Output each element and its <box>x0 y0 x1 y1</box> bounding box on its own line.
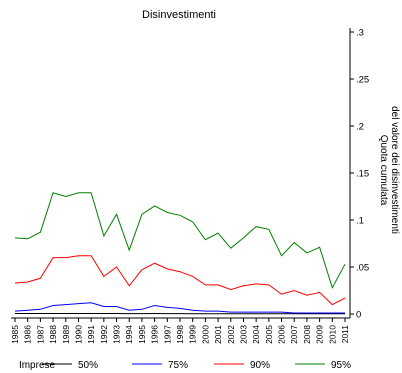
x-tick-label: 2005 <box>264 325 274 344</box>
x-tick-label: 1988 <box>48 325 58 344</box>
x-tick-label: 2001 <box>213 325 223 344</box>
x-tick-label: 2011 <box>340 325 350 344</box>
y-axis-label-line-2: del valore dei disinvestimenti <box>389 106 400 234</box>
x-tick-label: 2006 <box>277 325 287 344</box>
x-axis: 1985 1986 1987 1988 1989 1990 1991 1992 1993 1994… <box>10 317 350 344</box>
x-tick-label: 1991 <box>86 325 96 344</box>
y-tick-label: .1 <box>356 216 364 227</box>
x-tick-label: 2007 <box>289 325 299 344</box>
x-tick-label: 1994 <box>124 325 134 344</box>
x-tick-label: 1986 <box>23 325 33 344</box>
x-tick-label: 1993 <box>112 325 122 344</box>
x-tick-label: 2009 <box>315 325 325 344</box>
x-tick-label: 2004 <box>251 325 261 344</box>
legend: Imprese 50% 75% 90% 95% <box>19 360 351 371</box>
y-tick-label: .15 <box>356 169 369 180</box>
legend-label: 75% <box>168 360 188 371</box>
chart-title: Disinvestimenti <box>142 9 216 21</box>
series-line-90pct <box>14 255 346 306</box>
y-tick-label: .25 <box>356 75 369 86</box>
x-tick-label: 1998 <box>175 325 185 344</box>
x-tick-label: 1989 <box>61 325 71 344</box>
x-tick-label: 1995 <box>137 325 147 344</box>
y-tick-label: 0 <box>356 310 361 321</box>
y-axis: 0 .05 .1 .15 .2 .25 .3 <box>349 28 369 321</box>
x-tick-label: 1990 <box>73 325 83 344</box>
y-tick-label: .3 <box>356 28 364 39</box>
x-tick-label: 1992 <box>99 325 109 344</box>
x-tick-label: 2010 <box>327 325 337 344</box>
legend-title: Imprese <box>19 360 56 371</box>
x-tick-label: 2008 <box>302 325 312 344</box>
x-tick-label: 1985 <box>10 325 20 344</box>
y-axis-label-line-1: Quota cumulata <box>378 135 389 206</box>
x-tick-label: 2002 <box>226 325 236 344</box>
series-line-75pct <box>14 302 345 314</box>
x-tick-label: 1996 <box>150 325 160 344</box>
x-tick-label: 1999 <box>188 325 198 344</box>
x-tick-label: 2000 <box>200 325 210 344</box>
legend-label: 90% <box>250 360 270 371</box>
y-tick-label: .05 <box>356 263 369 274</box>
y-tick-label: .2 <box>356 122 364 133</box>
series-line-95pct <box>14 192 346 289</box>
x-tick-label: 1987 <box>35 325 45 344</box>
x-tick-label: 1997 <box>162 325 172 344</box>
legend-label: 50% <box>78 360 98 371</box>
plot-area <box>14 192 346 315</box>
legend-label: 95% <box>331 360 351 371</box>
x-tick-label: 2003 <box>238 325 248 344</box>
